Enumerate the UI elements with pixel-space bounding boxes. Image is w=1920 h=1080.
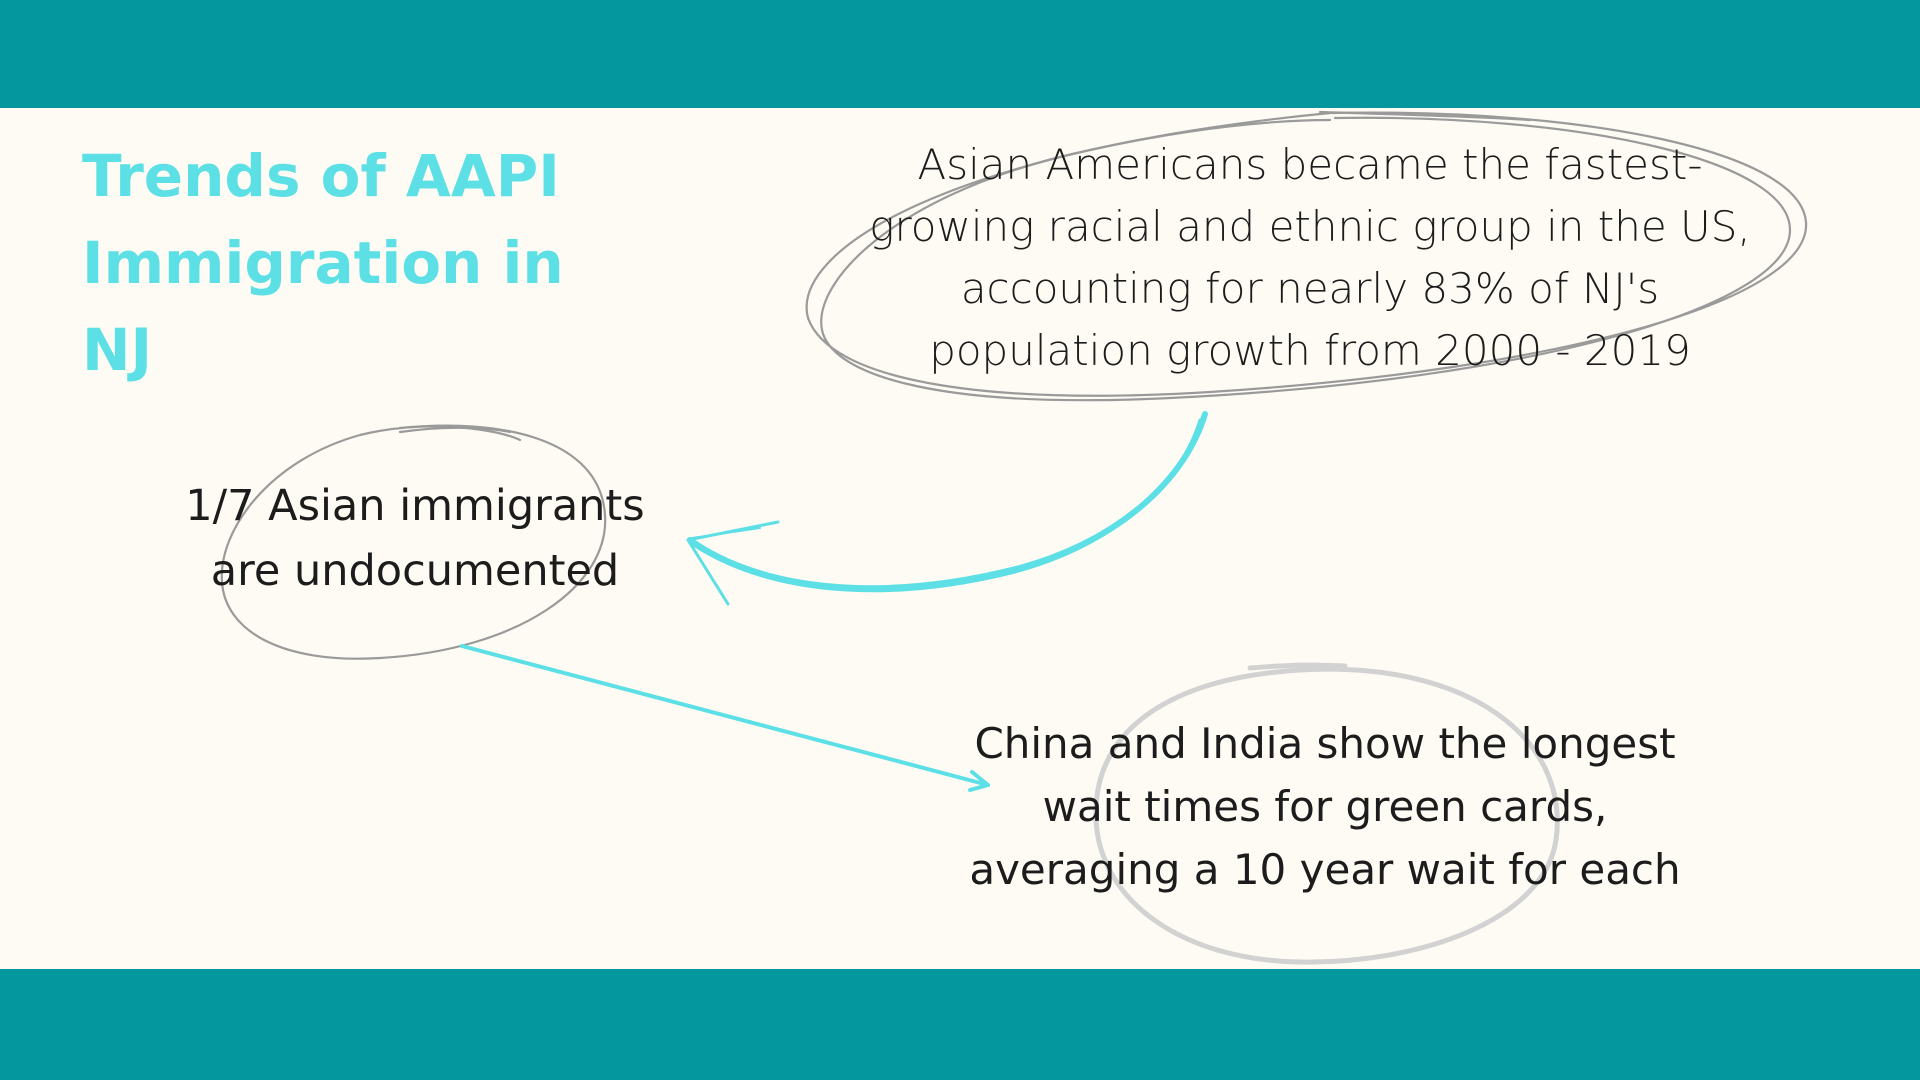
undocumented-callout: 1/7 Asian immigrants are undocumented [185,481,645,596]
bottom-band [0,969,1920,1080]
growth-callout: Asian Americans became the fastest- grow… [869,140,1751,375]
green-card-callout: China and India show the longest wait ti… [969,719,1681,894]
top-band [0,0,1920,108]
page-title: Trends of AAPI Immigration in NJ [82,142,564,384]
curved-arrow [686,411,1208,606]
straight-arrow [460,644,990,792]
